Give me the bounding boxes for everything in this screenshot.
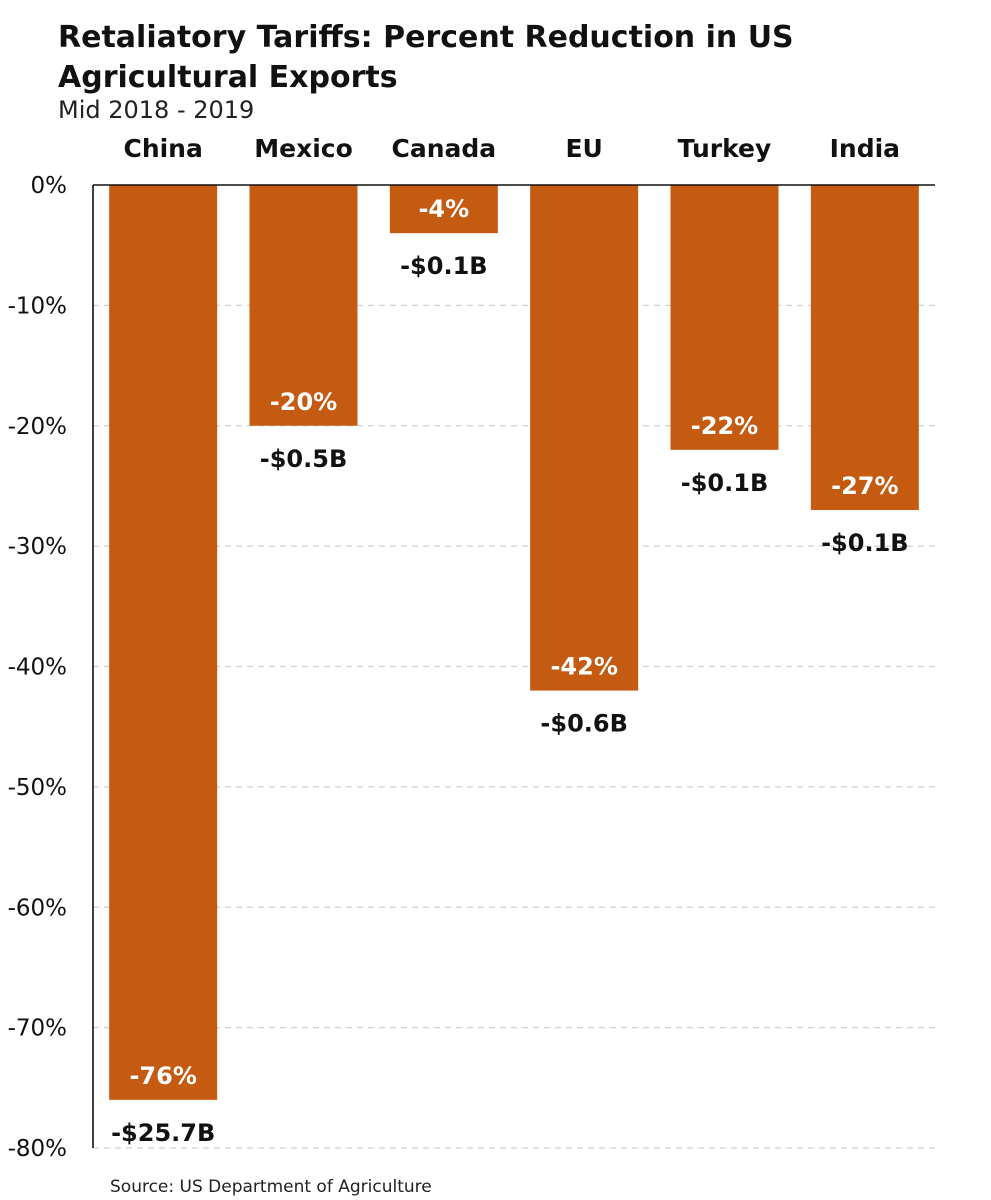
- bars: [109, 185, 919, 1100]
- y-tick-label: -10%: [8, 293, 67, 319]
- bar-china: [109, 185, 218, 1100]
- y-tick-label: -70%: [8, 1016, 67, 1042]
- gridlines: [93, 304, 935, 1149]
- bar-mexico: [249, 185, 358, 426]
- chart-subtitle: Mid 2018 - 2019: [58, 96, 255, 124]
- category-label: India: [830, 134, 900, 163]
- bar-eu: [530, 185, 639, 691]
- dollar-label: -$0.1B: [400, 252, 487, 280]
- y-tick-label: -80%: [8, 1136, 67, 1162]
- y-tick-label: -40%: [8, 655, 67, 681]
- source-note: Source: US Department of Agriculture: [110, 1177, 432, 1197]
- bar-india: [810, 185, 919, 511]
- percent-label: -4%: [418, 195, 469, 223]
- percent-label: -76%: [129, 1062, 196, 1090]
- percent-label: -27%: [831, 472, 898, 500]
- chart-title: Retaliatory Tariffs: Percent Reduction i…: [58, 20, 794, 95]
- category-label: Mexico: [254, 134, 353, 163]
- y-tick-label: -20%: [8, 414, 67, 440]
- axes: [92, 184, 935, 1148]
- labels: 0% -10% -20% -30% -40% -50% -60% -70% -80% China -…: [8, 134, 909, 1162]
- dollar-label: -$0.1B: [821, 529, 908, 557]
- y-tick-label: 0%: [31, 173, 68, 199]
- dollar-label: -$0.6B: [540, 710, 627, 738]
- category-label: EU: [565, 134, 602, 163]
- percent-label: -42%: [550, 653, 617, 681]
- y-tick-label: -50%: [8, 775, 67, 801]
- category-label: Turkey: [678, 134, 772, 163]
- category-label: Canada: [392, 134, 497, 163]
- percent-label: -20%: [270, 388, 337, 416]
- dollar-label: -$25.7B: [111, 1119, 215, 1147]
- category-label: China: [123, 134, 202, 163]
- percent-label: -22%: [691, 412, 758, 440]
- y-tick-label: -60%: [8, 895, 67, 921]
- y-tick-label: -30%: [8, 534, 67, 560]
- bar-canada: [389, 185, 498, 234]
- bar-turkey: [670, 185, 779, 450]
- dollar-label: -$0.5B: [260, 445, 347, 473]
- dollar-label: -$0.1B: [681, 469, 768, 497]
